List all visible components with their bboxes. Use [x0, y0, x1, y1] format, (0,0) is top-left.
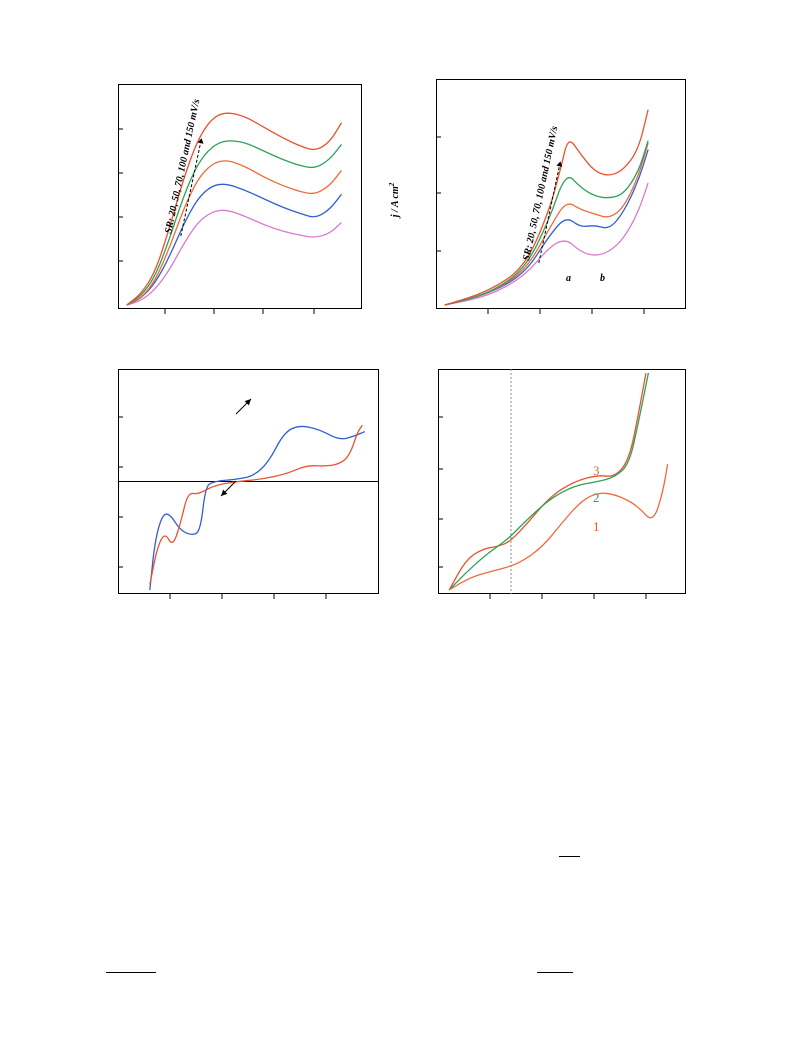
chart-panel-b: SR: 20, 50, 70, 100 and 150 mV/s a b — [436, 79, 686, 314]
series-line-2 — [448, 464, 669, 591]
fraction-bar-3 — [537, 972, 573, 973]
series-line-1 — [126, 183, 342, 306]
curve-label-1: 2 — [593, 490, 600, 505]
series-line-0 — [149, 425, 366, 591]
series-line-1 — [448, 372, 650, 591]
curve-label-0: a — [566, 273, 571, 284]
chart-panel-d: 3 2 1 — [438, 369, 686, 599]
series-line-1 — [149, 424, 363, 585]
chart-panel-a: SR: 20, 50, 70, 100 and 150 mV/s — [118, 84, 362, 314]
ylabel-b: j / A cm2 — [383, 165, 413, 235]
curve-label-1: b — [600, 273, 605, 284]
chart-b: SR: 20, 50, 70, 100 and 150 mV/s a b — [436, 79, 686, 314]
chart-panel-c — [118, 369, 379, 599]
series-line-3 — [126, 140, 342, 306]
chart-c — [118, 369, 379, 599]
series-line-4 — [126, 112, 343, 306]
plot-frame — [118, 84, 362, 309]
series-line-0 — [448, 372, 647, 591]
curve-label-2: 1 — [593, 519, 600, 534]
curve-label-0: 3 — [593, 463, 600, 478]
scan-rate-arrow-line — [538, 161, 561, 264]
scan-rate-arrow-line — [180, 138, 203, 237]
chart-d: 3 2 1 — [438, 369, 686, 599]
scan-rate-annotation: SR: 20, 50, 70, 100 and 150 mV/s — [521, 125, 563, 264]
series-line-0 — [444, 182, 649, 306]
plot-frame — [438, 369, 686, 594]
scan-rate-text: SR: 20, 50, 70, 100 and 150 mV/s — [521, 125, 560, 262]
series-line-0 — [126, 209, 342, 306]
series-line-4 — [444, 109, 649, 306]
scan-rate-arrowhead — [197, 138, 204, 144]
plot-frame — [436, 79, 686, 309]
scan-rate-arrowhead — [556, 161, 563, 167]
fraction-bar-2 — [106, 972, 156, 973]
fraction-bar-1 — [559, 856, 580, 857]
series-line-3 — [444, 140, 649, 306]
chart-a: SR: 20, 50, 70, 100 and 150 mV/s — [118, 84, 362, 314]
ylabel-b-text: j / A cm2 — [388, 182, 401, 219]
series-line-2 — [126, 160, 342, 306]
